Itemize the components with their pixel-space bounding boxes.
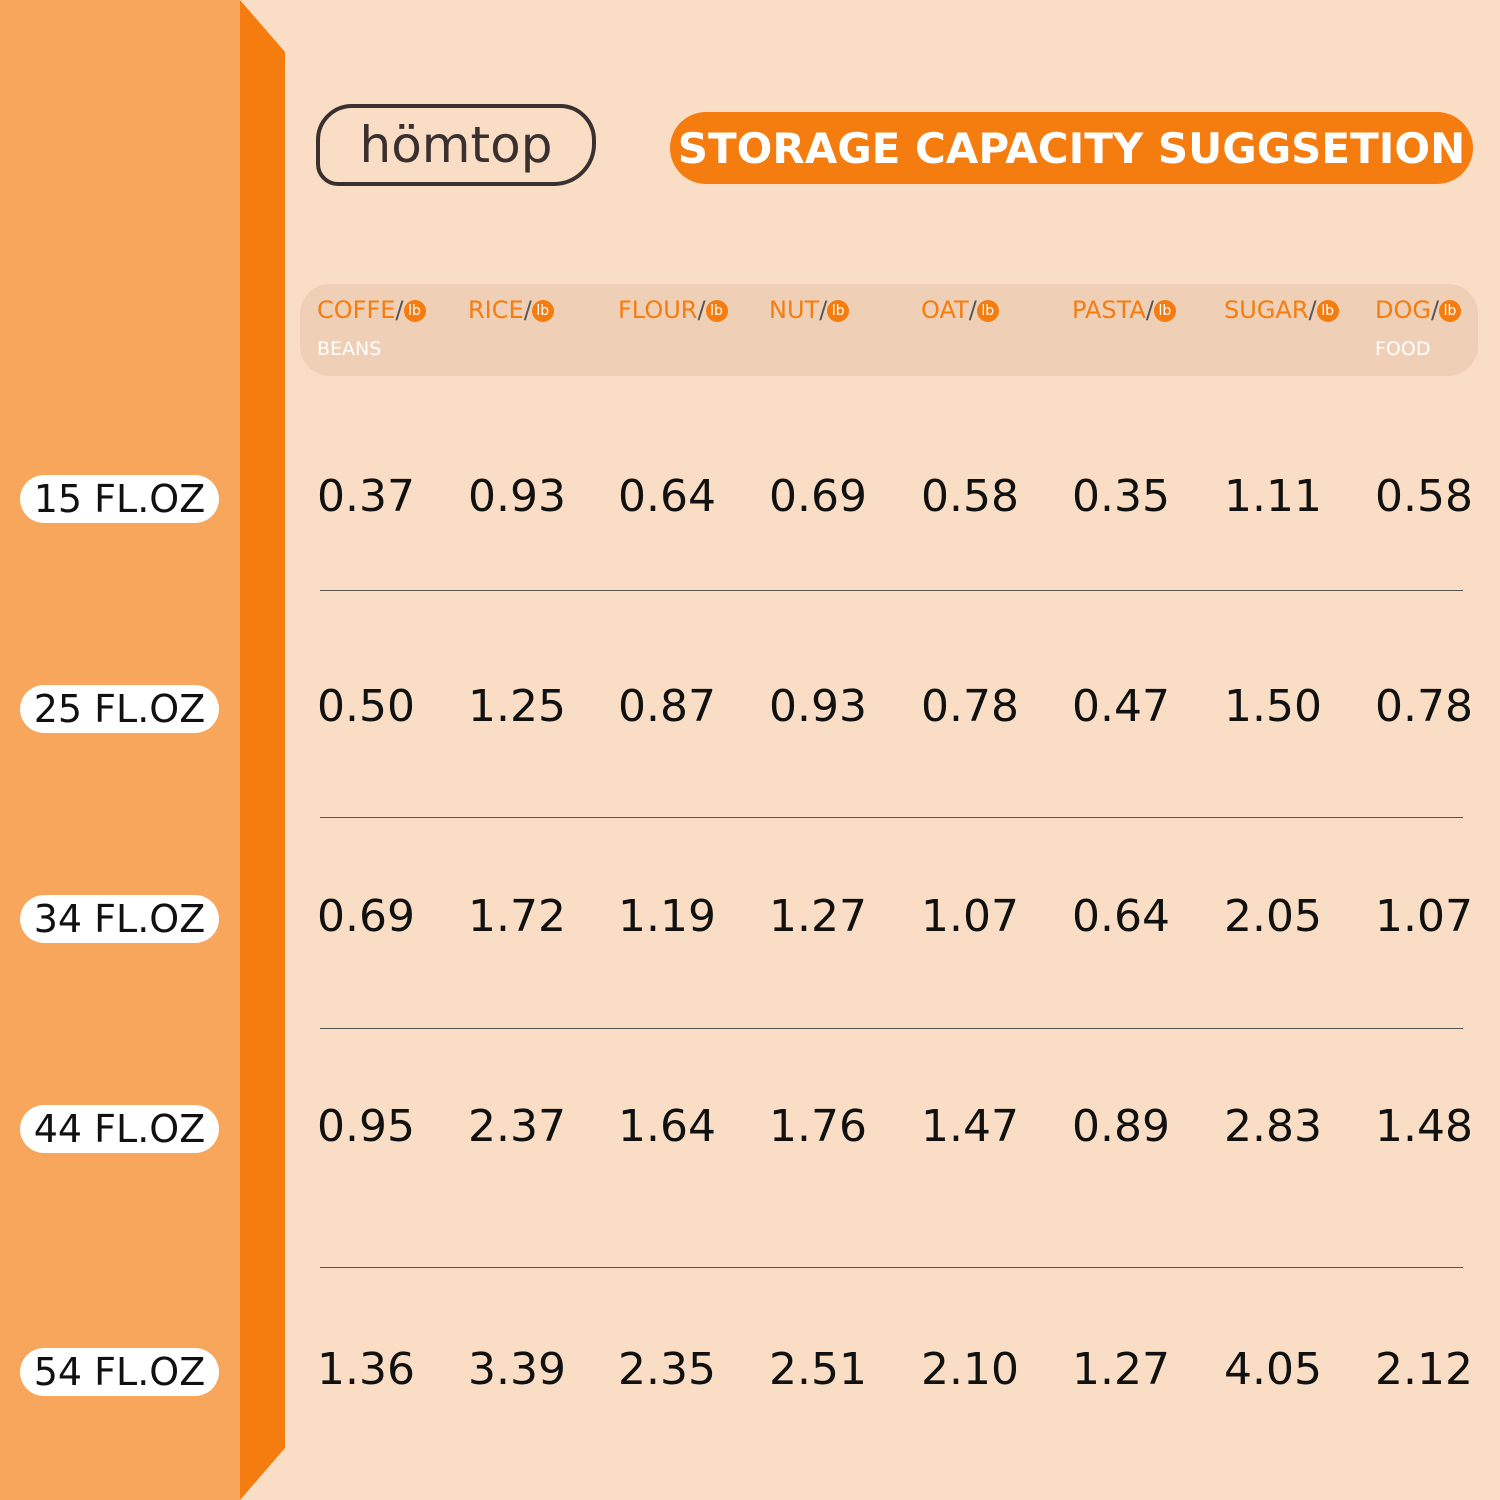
- cell-value: 2.83: [1224, 1101, 1322, 1152]
- unit-badge: lb: [1316, 300, 1339, 322]
- cell-value: 0.58: [1375, 471, 1473, 522]
- separator: /: [1145, 296, 1154, 324]
- column-name: PASTA: [1072, 296, 1146, 324]
- cell-value: 2.05: [1224, 891, 1322, 942]
- cell-value: 0.50: [317, 681, 415, 732]
- column-name: DOG: [1375, 296, 1431, 324]
- column-name: OAT: [921, 296, 969, 324]
- cell-value: 1.25: [468, 681, 566, 732]
- cell-value: 0.64: [618, 471, 716, 522]
- cell-value: 0.47: [1072, 681, 1170, 732]
- side-band: [240, 0, 285, 1500]
- cell-value: 0.69: [769, 471, 867, 522]
- cell-value: 1.72: [468, 891, 566, 942]
- unit-badge: lb: [705, 300, 728, 322]
- unit-badge: lb: [531, 300, 554, 322]
- cell-value: 0.78: [921, 681, 1019, 732]
- column-name: RICE: [468, 296, 524, 324]
- cell-value: 0.35: [1072, 471, 1170, 522]
- separator: /: [819, 296, 828, 324]
- cell-value: 0.78: [1375, 681, 1473, 732]
- cell-value: 2.51: [769, 1344, 867, 1395]
- size-label: 25 FL.OZ: [20, 685, 219, 733]
- row-divider: [320, 817, 1463, 818]
- logo: hömtop: [316, 104, 596, 186]
- column-header: COFFE/lb: [317, 296, 426, 324]
- cell-value: 1.07: [921, 891, 1019, 942]
- column-name: NUT: [769, 296, 820, 324]
- separator: /: [395, 296, 404, 324]
- cell-value: 0.93: [769, 681, 867, 732]
- cell-value: 1.47: [921, 1101, 1019, 1152]
- column-header: FLOUR/lb: [618, 296, 728, 324]
- row-divider: [320, 1267, 1463, 1268]
- cell-value: 1.48: [1375, 1101, 1473, 1152]
- cell-value: 1.50: [1224, 681, 1322, 732]
- column-header: SUGAR/lb: [1224, 296, 1339, 324]
- cell-value: 1.07: [1375, 891, 1473, 942]
- cell-value: 1.76: [769, 1101, 867, 1152]
- cell-value: 1.19: [618, 891, 716, 942]
- cell-value: 0.93: [468, 471, 566, 522]
- column-header: OAT/lb: [921, 296, 999, 324]
- cell-value: 0.87: [618, 681, 716, 732]
- separator: /: [523, 296, 532, 324]
- column-header: DOG/lb: [1375, 296, 1462, 324]
- cell-value: 2.12: [1375, 1344, 1473, 1395]
- column-name: FLOUR: [618, 296, 698, 324]
- row-divider: [320, 1028, 1463, 1029]
- side-panel: [0, 0, 240, 1500]
- column-sub: BEANS: [317, 338, 382, 360]
- cell-value: 0.69: [317, 891, 415, 942]
- separator: /: [1308, 296, 1317, 324]
- column-header: NUT/lb: [769, 296, 850, 324]
- column-name: COFFE: [317, 296, 396, 324]
- unit-badge: lb: [1153, 300, 1176, 322]
- column-sub: FOOD: [1375, 338, 1431, 360]
- unit-badge: lb: [827, 300, 850, 322]
- cell-value: 2.35: [618, 1344, 716, 1395]
- row-divider: [320, 590, 1463, 591]
- cell-value: 0.89: [1072, 1101, 1170, 1152]
- cell-value: 0.64: [1072, 891, 1170, 942]
- separator: /: [1430, 296, 1440, 324]
- header-bar: [300, 284, 1478, 376]
- column-name: SUGAR: [1224, 296, 1309, 324]
- title: STORAGE CAPACITY SUGGSETION: [670, 112, 1473, 184]
- column-header: RICE/lb: [468, 296, 554, 324]
- size-label: 44 FL.OZ: [20, 1105, 219, 1153]
- separator: /: [968, 296, 977, 324]
- size-label: 34 FL.OZ: [20, 895, 219, 943]
- cell-value: 4.05: [1224, 1344, 1322, 1395]
- cell-value: 2.10: [921, 1344, 1019, 1395]
- cell-value: 0.95: [317, 1101, 415, 1152]
- cell-value: 1.27: [1072, 1344, 1170, 1395]
- separator: /: [697, 296, 706, 324]
- cell-value: 0.37: [317, 471, 415, 522]
- unit-badge: lb: [976, 300, 999, 322]
- cell-value: 1.36: [317, 1344, 415, 1395]
- unit-badge: lb: [403, 300, 426, 322]
- cell-value: 0.58: [921, 471, 1019, 522]
- size-label: 15 FL.OZ: [20, 475, 219, 523]
- column-header: PASTA/lb: [1072, 296, 1176, 324]
- size-label: 54 FL.OZ: [20, 1348, 219, 1396]
- unit-badge: lb: [1439, 300, 1462, 322]
- cell-value: 3.39: [468, 1344, 566, 1395]
- cell-value: 1.27: [769, 891, 867, 942]
- cell-value: 1.11: [1224, 471, 1322, 522]
- cell-value: 1.64: [618, 1101, 716, 1152]
- cell-value: 2.37: [468, 1101, 566, 1152]
